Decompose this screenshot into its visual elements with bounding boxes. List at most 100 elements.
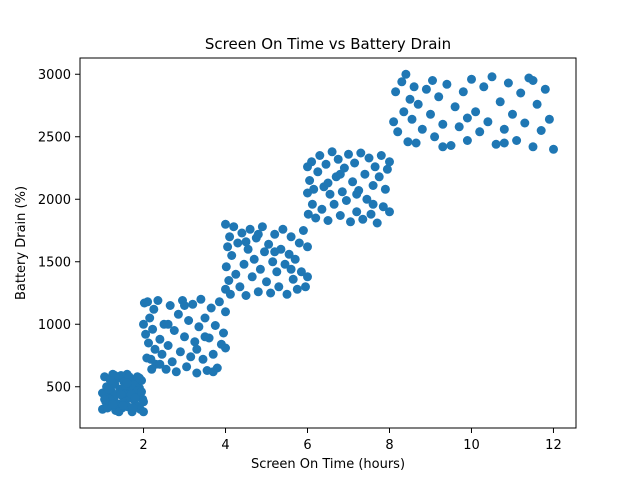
x-tick-label: 12 — [545, 438, 562, 453]
scatter-point — [262, 277, 271, 287]
scatter-point — [305, 176, 315, 185]
scatter-point — [143, 297, 153, 307]
scatter-point — [417, 124, 427, 134]
scatter-point — [188, 299, 198, 309]
scatter-point — [487, 72, 497, 82]
scatter-point — [239, 259, 249, 269]
chart-title: Screen On Time vs Battery Drain — [205, 35, 451, 53]
scatter-point — [458, 87, 468, 97]
scatter-point — [450, 102, 460, 112]
scatter-point — [116, 389, 126, 399]
scatter-point — [360, 169, 370, 179]
scatter-point — [352, 189, 362, 199]
scatter-point — [286, 232, 296, 242]
scatter-point — [153, 296, 163, 305]
scatter-point — [144, 338, 153, 348]
scatter-point — [229, 222, 239, 232]
x-axis-ticks: 2 4 6 8 10 12 — [139, 428, 562, 453]
scatter-point — [257, 222, 267, 232]
scatter-point — [333, 154, 343, 164]
scatter-point — [337, 187, 347, 197]
scatter-point — [157, 349, 167, 359]
scatter-point — [428, 76, 437, 85]
y-axis-title: Battery Drain (%) — [14, 186, 29, 300]
scatter-point — [411, 138, 421, 148]
scatter-point — [200, 332, 210, 342]
scatter-point — [241, 237, 251, 247]
scatter-point — [296, 267, 306, 277]
scatter-point — [374, 172, 384, 182]
scatter-point — [372, 218, 382, 228]
scatter-point — [235, 282, 245, 292]
x-tick-label: 2 — [139, 438, 147, 453]
scatter-point — [100, 394, 110, 404]
scatter-point — [376, 151, 386, 160]
scatter-point — [290, 254, 300, 264]
scatter-point — [335, 169, 345, 179]
scatter-point — [241, 291, 251, 300]
scatter-point — [344, 149, 353, 159]
scatter-point — [210, 321, 220, 330]
scatter-point — [198, 354, 208, 364]
scatter-point — [368, 181, 378, 190]
scatter-point — [208, 367, 218, 377]
plot-frame — [79, 57, 577, 429]
scatter-point — [122, 378, 132, 388]
scatter-point — [399, 107, 409, 117]
scatter-point — [438, 119, 448, 129]
scatter-point — [341, 196, 351, 205]
scatter-point — [434, 92, 444, 102]
scatter-point — [303, 272, 312, 282]
scatter-point — [192, 368, 202, 378]
scatter-point — [471, 107, 481, 117]
scatter-point — [270, 247, 280, 257]
scatter-point — [284, 249, 294, 259]
scatter-point — [528, 142, 538, 152]
scatter-point — [364, 153, 374, 163]
scatter-point — [389, 117, 399, 127]
scatter-point — [180, 301, 189, 310]
scatter-point — [128, 403, 138, 413]
scatter-point — [475, 127, 485, 137]
scatter-point — [106, 376, 116, 385]
scatter-point — [224, 276, 234, 285]
scatter-point — [348, 177, 358, 187]
scatter-point — [264, 239, 274, 249]
scatter-point — [219, 328, 228, 338]
scatter-point — [393, 127, 403, 137]
scatter-point — [227, 251, 237, 260]
scatter-point — [223, 242, 233, 252]
scatter-point — [255, 264, 265, 274]
scatter-point — [206, 303, 216, 313]
scatter-point — [145, 313, 155, 323]
scatter-point — [350, 158, 360, 168]
scatter-point — [139, 397, 148, 407]
x-axis-title: Screen On Time (hours) — [251, 457, 405, 472]
scatter-point — [405, 94, 415, 104]
y-tick-label: 500 — [46, 380, 71, 395]
scatter-point — [169, 326, 179, 335]
scatter-point — [118, 401, 128, 410]
y-axis-ticks: 500 1000 1500 2000 2500 3000 — [38, 68, 80, 395]
scatter-point — [190, 337, 200, 347]
scatter-point — [301, 282, 310, 292]
scatter-point — [149, 304, 159, 314]
scatter-point — [382, 164, 392, 174]
scatter-point — [278, 224, 288, 234]
scatter-point — [260, 247, 269, 257]
scatter-point — [200, 313, 210, 323]
scatter-point — [208, 349, 218, 359]
scatter-point — [303, 242, 312, 252]
scatter-point — [325, 189, 335, 199]
scatter-point — [528, 76, 538, 85]
y-tick-label: 3000 — [38, 68, 71, 83]
scatter-point — [378, 202, 388, 212]
scatter-point — [483, 117, 493, 127]
scatter-point — [184, 316, 194, 325]
scatter-point — [397, 77, 407, 87]
scatter-point — [155, 334, 165, 344]
scatter-point — [454, 122, 464, 132]
scatter-point — [272, 267, 282, 277]
scatter-point — [231, 269, 241, 279]
scatter-point — [426, 109, 435, 119]
